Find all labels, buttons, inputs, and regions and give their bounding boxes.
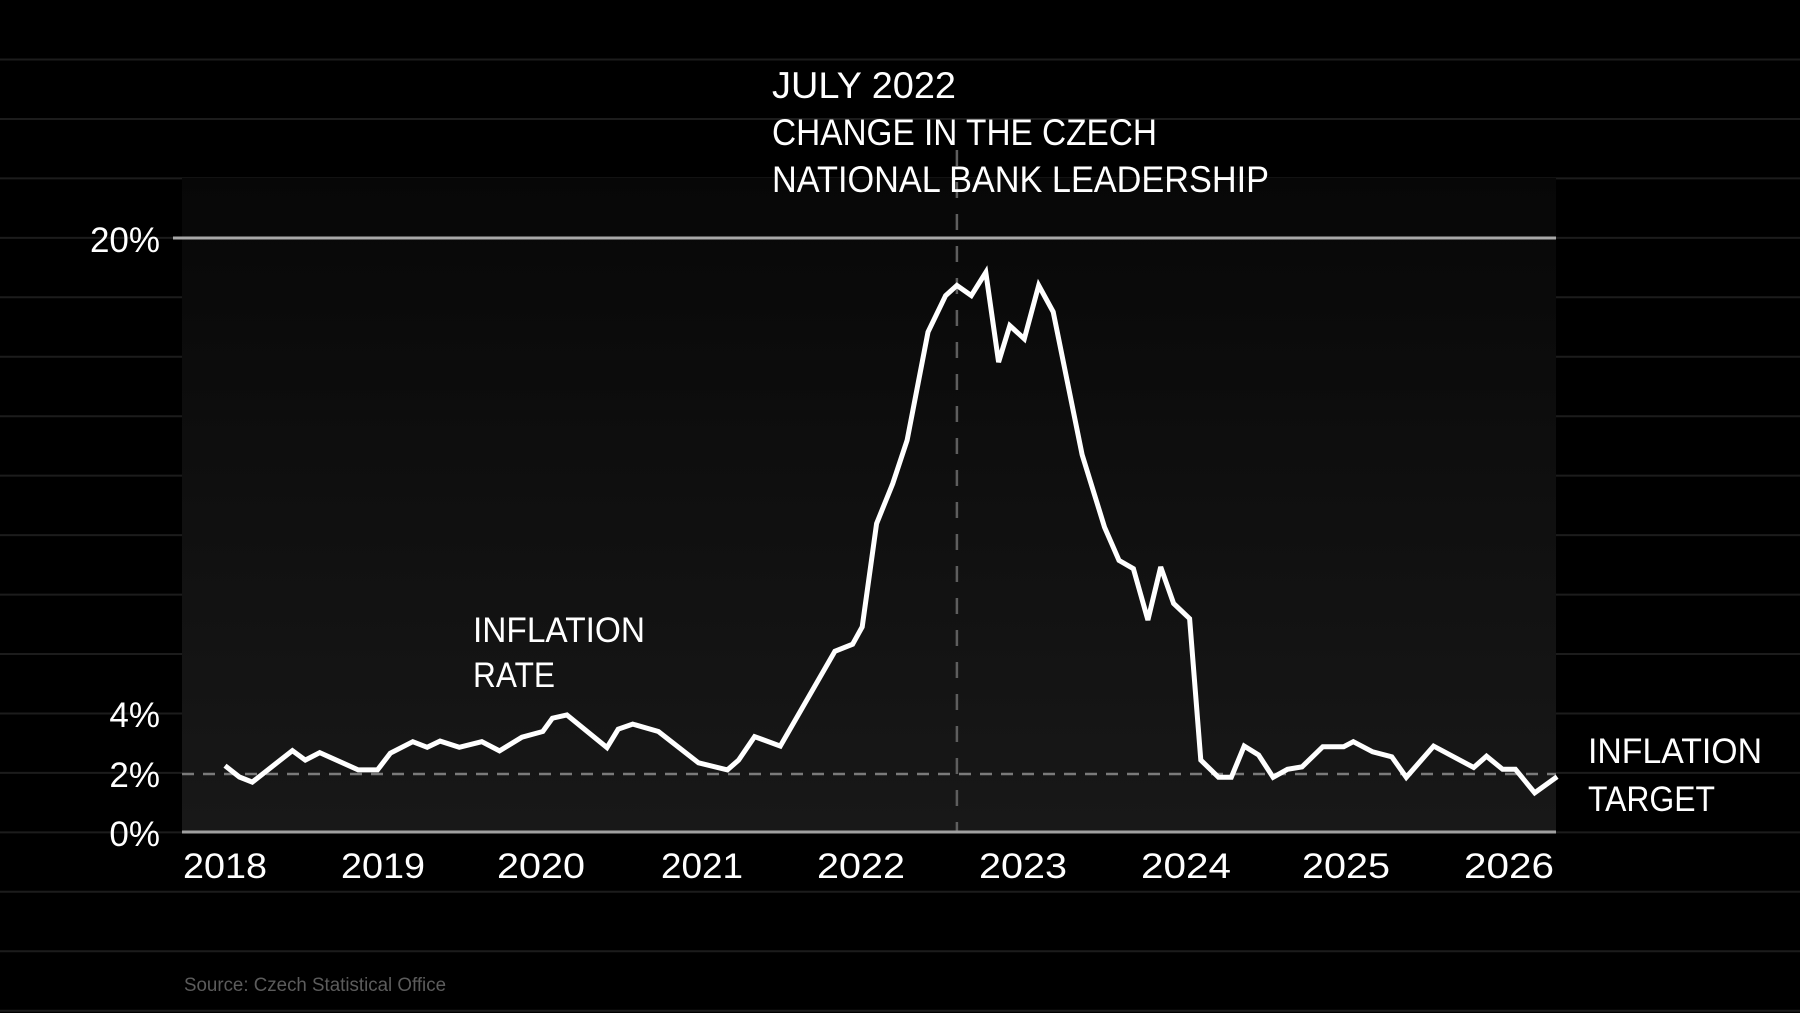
x-tick-2019: 2019: [341, 847, 425, 886]
target-label-line-2: TARGET: [1588, 780, 1715, 819]
target-label-line-1: INFLATION: [1588, 732, 1762, 771]
inflation-rate-label: INFLATION RATE: [473, 611, 645, 695]
annotation-line-1: JULY 2022: [772, 65, 956, 106]
inflation-rate-line: [223, 265, 1559, 797]
x-tick-2022: 2022: [817, 847, 905, 886]
x-tick-2018: 2018: [183, 847, 267, 886]
plot-area: [182, 178, 1556, 832]
x-tick-2025: 2025: [1302, 847, 1390, 886]
annotation-line-2: CHANGE IN THE CZECH: [772, 112, 1157, 153]
x-tick-2026: 2026: [1464, 847, 1554, 886]
series-label-line-2: RATE: [473, 656, 555, 695]
x-tick-2023: 2023: [979, 847, 1067, 886]
x-tick-2021: 2021: [661, 847, 743, 886]
source-note: Source: Czech Statistical Office: [184, 975, 446, 996]
x-tick-2024: 2024: [1141, 847, 1231, 886]
series-label-line-1: INFLATION: [473, 611, 645, 650]
x-axis-labels: 2018 2019 2020 2021 2022 2023 2024 2025 …: [183, 847, 1554, 886]
x-tick-2020: 2020: [497, 847, 585, 886]
y-tick-2: 2%: [109, 756, 160, 795]
y-tick-20: 20%: [90, 221, 160, 260]
y-axis-labels: 20% 4% 2% 0%: [90, 221, 160, 854]
leadership-change-annotation: JULY 2022 CHANGE IN THE CZECH NATIONAL B…: [772, 65, 1269, 200]
y-tick-0: 0%: [109, 815, 160, 854]
inflation-target-label: INFLATION TARGET: [1588, 732, 1762, 819]
annotation-line-3: NATIONAL BANK LEADERSHIP: [772, 159, 1269, 200]
y-tick-4: 4%: [109, 696, 160, 735]
